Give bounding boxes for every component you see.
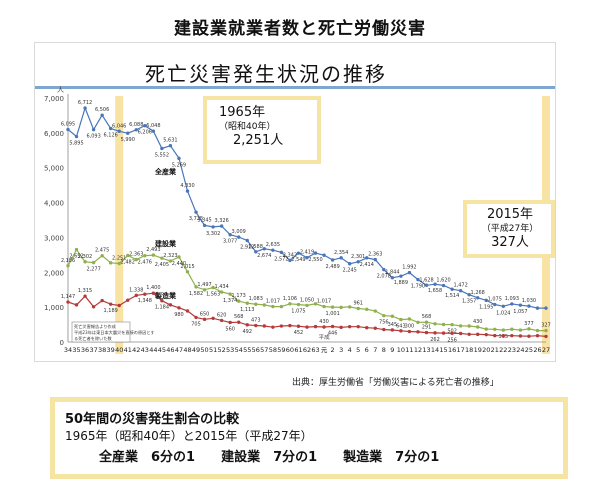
callout-1965: 1965年 （昭和40年） 2,251人 xyxy=(203,96,321,164)
summary-heading: 50年間の災害発生割合の比較 xyxy=(65,412,240,427)
callout-1965-era: （昭和40年） xyxy=(219,122,276,132)
summary-ratios: 全産業 6分の1 建設業 7分の1 製造業 7分の1 xyxy=(99,450,440,465)
summary-subline: 1965年（昭和40年）と2015年（平成27年） xyxy=(65,429,313,443)
chart-title-underline xyxy=(35,86,555,89)
callout-2015-count: 327人 xyxy=(491,235,529,250)
callout-2015-era: （平成27年） xyxy=(481,224,539,234)
callout-2015-year: 2015年 xyxy=(486,207,534,222)
chart-title: 死亡災害発生状況の推移 xyxy=(145,62,387,86)
source-note: 出典：厚生労働省「労働災害による死亡者の推移」 xyxy=(292,378,499,388)
page-title: 建設業就業者数と死亡労働災害 xyxy=(174,19,426,39)
summary-box: 50年間の災害発生割合の比較 1965年（昭和40年）と2015年（平成27年）… xyxy=(50,397,568,479)
callout-2015: 2015年 （平成27年） 327人 xyxy=(463,200,555,258)
callout-1965-year: 1965年 xyxy=(219,105,266,120)
callout-1965-count: 2,251人 xyxy=(233,133,284,148)
